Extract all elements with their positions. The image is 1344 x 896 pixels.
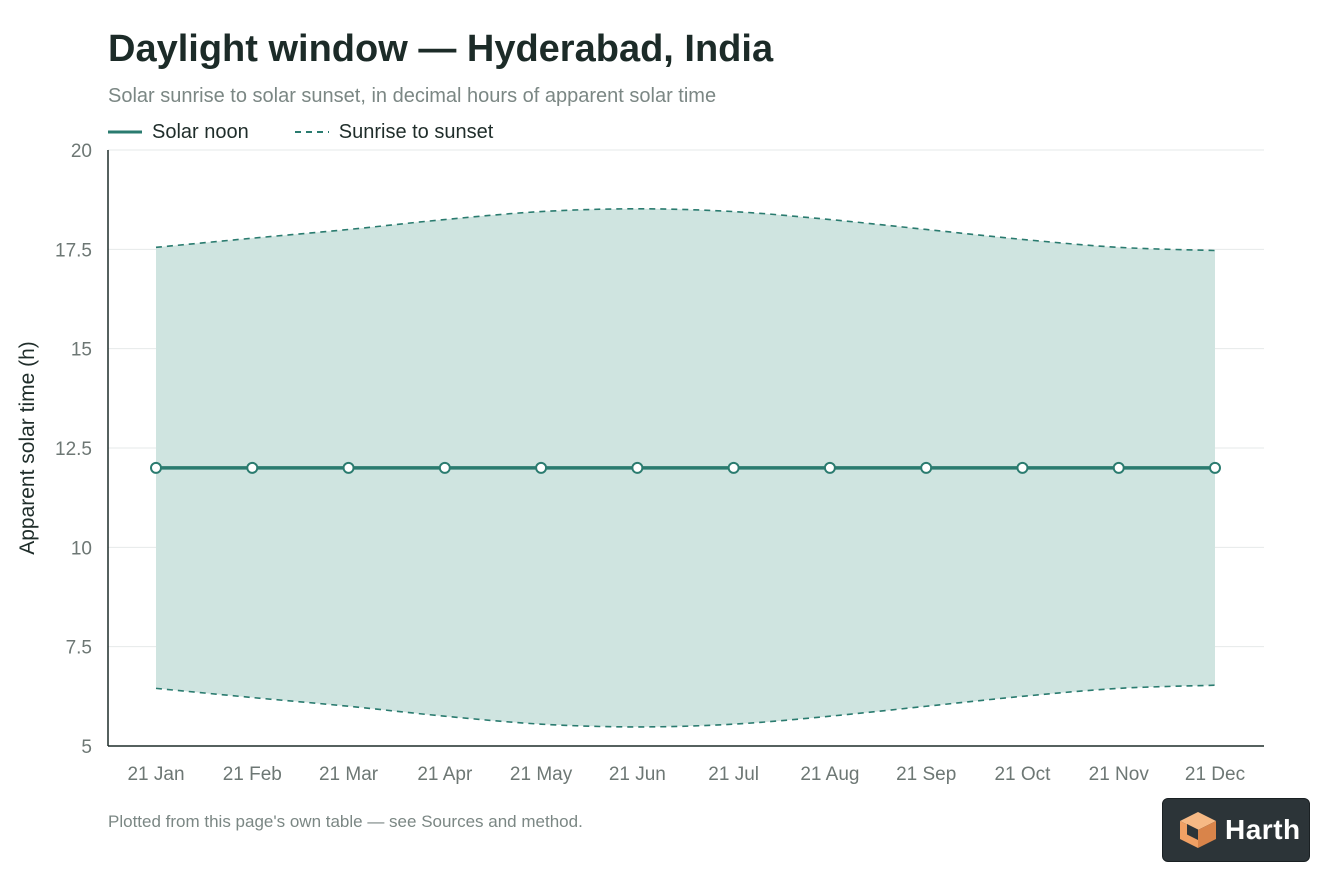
- y-tick-label: 7.5: [66, 638, 92, 659]
- solar-noon-point: [342, 461, 355, 474]
- solar-noon-point: [246, 461, 259, 474]
- y-tick-label: 10: [71, 538, 92, 559]
- solar-noon-points: [150, 461, 1221, 474]
- y-tick-label: 5: [81, 737, 92, 758]
- solar-noon-point: [920, 461, 933, 474]
- chart-title: Daylight window — Hyderabad, India: [108, 28, 774, 70]
- solar-noon-point: [1016, 461, 1029, 474]
- y-tick-label: 17.5: [55, 240, 92, 261]
- x-tick-label: 21 Dec: [1185, 764, 1245, 785]
- solar-noon-point: [1209, 461, 1221, 474]
- x-tick-label: 21 Apr: [417, 764, 473, 785]
- legend-item-solar-noon: Solar noon: [108, 120, 249, 144]
- x-tick-label: 21 May: [510, 764, 573, 785]
- x-tick-label: 21 Jul: [708, 764, 759, 785]
- logo-text: Harth: [1225, 814, 1301, 845]
- solar-noon-point: [1112, 461, 1125, 474]
- y-tick-label: 15: [71, 340, 92, 361]
- solar-noon-point: [438, 461, 451, 474]
- solar-noon-point: [535, 461, 548, 474]
- x-tick-label: 21 Nov: [1089, 764, 1150, 785]
- x-tick-label: 21 Feb: [223, 764, 282, 785]
- sunrise-line: [155, 684, 1216, 728]
- solar-noon-point: [823, 461, 836, 474]
- x-tick-label: 21 Sep: [896, 764, 956, 785]
- y-tick-label: 20: [71, 141, 92, 162]
- legend-label-sunrise-sunset: Sunrise to sunset: [338, 120, 494, 143]
- x-tick-label: 21 Mar: [319, 764, 379, 785]
- x-tick-label: 21 Jan: [127, 764, 184, 785]
- harth-logo-badge: Harth: [1162, 798, 1310, 862]
- sunset-line: [155, 208, 1216, 252]
- tick-labels: 5 7.5 10 12.5 15 17.5 20 21 Jan 21 Feb 21 Mar 21 A…: [16, 141, 1245, 785]
- x-tick-label: 21 Aug: [800, 764, 859, 785]
- series-lines: [155, 208, 1216, 728]
- cube-icon: [1180, 812, 1216, 848]
- solar-noon-point: [631, 461, 644, 474]
- footnote: Plotted from this page's own table — see…: [108, 812, 583, 831]
- y-tick-label: 12.5: [55, 439, 92, 460]
- solar-noon-point: [727, 461, 740, 474]
- legend-label-solar-noon: Solar noon: [152, 120, 249, 143]
- legend-item-sunrise-sunset: Sunrise to sunset: [294, 120, 494, 144]
- solar-noon-point: [150, 461, 162, 474]
- chart-legend: Solar noon Sunrise to sunset: [108, 120, 539, 144]
- axes: [107, 150, 1264, 747]
- y-axis-title: Apparent solar time (h): [16, 341, 39, 555]
- x-tick-label: 21 Oct: [994, 764, 1051, 785]
- legend-swatch-solid: [108, 130, 142, 134]
- legend-swatch-dashed: [294, 131, 329, 133]
- x-tick-label: 21 Jun: [609, 764, 666, 785]
- chart-subtitle: Solar sunrise to solar sunset, in decima…: [108, 85, 717, 107]
